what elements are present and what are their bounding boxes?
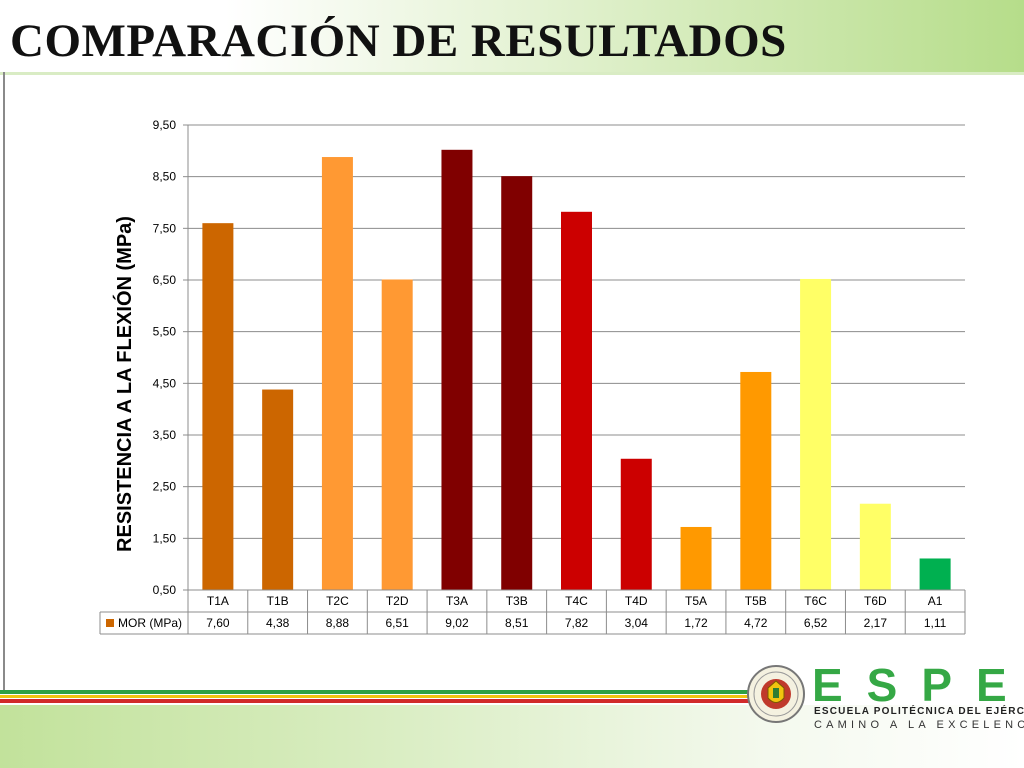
category-label: T3B <box>506 594 528 608</box>
tricolor-stripe <box>0 690 750 704</box>
category-label: T1A <box>207 594 229 608</box>
y-tick-label: 6,50 <box>153 273 177 287</box>
legend-key <box>106 619 114 627</box>
bottom-band <box>0 705 1024 768</box>
bar-t4d <box>620 458 652 590</box>
y-tick-label: 8,50 <box>153 170 177 184</box>
data-label: 4,38 <box>266 616 290 630</box>
data-label: 7,60 <box>206 616 230 630</box>
bar-t1a <box>202 223 234 590</box>
y-tick-label: 3,50 <box>153 428 177 442</box>
bar-t5a <box>680 526 712 590</box>
category-label: T3A <box>446 594 468 608</box>
y-tick-label: 1,50 <box>153 531 177 545</box>
bar-t3b <box>501 176 533 590</box>
category-label: T4D <box>625 594 648 608</box>
data-label: 8,88 <box>326 616 350 630</box>
y-tick-label: 5,50 <box>153 325 177 339</box>
data-label: 7,82 <box>565 616 589 630</box>
bar-t2d <box>381 279 413 590</box>
data-label: 3,04 <box>625 616 649 630</box>
stripe-yellow <box>0 695 750 698</box>
category-label: T5A <box>685 594 707 608</box>
brand-slogan: CAMINO A LA EXCELENCIA <box>814 719 1024 731</box>
espe-emblem-icon <box>747 665 805 723</box>
bar-t5b <box>740 371 772 590</box>
category-label: T2D <box>386 594 409 608</box>
data-label: 1,11 <box>924 616 947 630</box>
category-label: A1 <box>928 594 943 608</box>
brand-name: ESPE <box>812 659 1024 711</box>
y-tick-label: 7,50 <box>153 221 177 235</box>
data-label: 8,51 <box>505 616 529 630</box>
category-label: T4C <box>565 594 588 608</box>
category-label: T1B <box>267 594 289 608</box>
data-label: 9,02 <box>445 616 469 630</box>
data-label: 6,52 <box>804 616 828 630</box>
y-tick-label: 2,50 <box>153 480 177 494</box>
title-band <box>0 0 1024 72</box>
y-tick-label: 0,50 <box>153 583 177 597</box>
category-label: T6C <box>804 594 827 608</box>
left-border-rule <box>3 72 5 692</box>
data-label: 1,72 <box>684 616 708 630</box>
category-label: T6D <box>864 594 887 608</box>
slide-title: COMPARACIÓN DE RESULTADOS <box>10 15 787 67</box>
bar-t4c <box>561 211 592 591</box>
category-label: T5B <box>745 594 767 608</box>
bar-t2c <box>321 157 353 591</box>
legend-series-name: MOR (MPa) <box>118 616 182 630</box>
y-axis-label: RESISTENCIA A LA FLEXIÓN (MPa) <box>112 216 136 552</box>
bar-t6c <box>800 278 832 590</box>
data-label: 2,17 <box>864 616 888 630</box>
y-tick-labels: 0,50 1,50 2,50 3,50 4,50 5,50 6,50 7,50 8,50 9,50 <box>153 118 177 597</box>
title-band-underline <box>0 72 1024 75</box>
stripe-red <box>0 699 750 703</box>
data-table: T1A 7,60 T1B 4,38 T2C 8,88 T2D 6,51 T3A 9,02 T3B 8,… <box>99 589 966 635</box>
y-tick-label: 4,50 <box>153 376 177 390</box>
data-label: 4,72 <box>744 616 768 630</box>
y-tick-label: 9,50 <box>153 118 177 132</box>
brand-institution: ESCUELA POLITÉCNICA DEL EJÉRCITO <box>814 706 1024 717</box>
stripe-green <box>0 690 750 694</box>
data-label: 6,51 <box>386 616 410 630</box>
bars <box>202 149 951 591</box>
bar-t6d <box>859 503 891 590</box>
bar-a1 <box>919 558 951 590</box>
bar-t1b <box>262 389 294 590</box>
bar-t3a <box>441 149 473 591</box>
category-label: T2C <box>326 594 349 608</box>
